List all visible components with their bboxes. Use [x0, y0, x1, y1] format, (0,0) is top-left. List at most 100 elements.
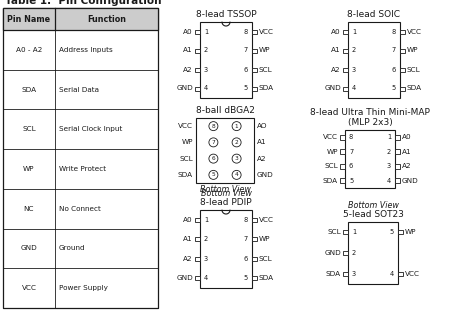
- Text: 2: 2: [352, 250, 356, 256]
- Text: GND: GND: [402, 178, 419, 184]
- Text: 5: 5: [390, 229, 394, 235]
- Text: 2: 2: [387, 149, 391, 155]
- Text: Ground: Ground: [59, 245, 86, 252]
- Bar: [343, 67, 348, 72]
- Text: 8: 8: [244, 217, 248, 223]
- Text: 3: 3: [387, 163, 391, 169]
- Text: A1: A1: [257, 139, 266, 145]
- Text: 3: 3: [352, 271, 356, 277]
- Text: 4: 4: [352, 86, 356, 92]
- Bar: [252, 67, 257, 72]
- Text: SDA: SDA: [178, 172, 193, 178]
- Text: Address Inputs: Address Inputs: [59, 47, 113, 53]
- Circle shape: [232, 170, 241, 179]
- Text: A2: A2: [331, 66, 341, 73]
- Text: 8: 8: [244, 29, 248, 34]
- Text: 8: 8: [211, 124, 215, 128]
- Text: A1: A1: [183, 47, 193, 53]
- Text: 8-lead Ultra Thin Mini-MAP
(MLP 2x3): 8-lead Ultra Thin Mini-MAP (MLP 2x3): [310, 107, 430, 127]
- Text: 8-lead TSSOP: 8-lead TSSOP: [196, 10, 256, 19]
- Text: SCL: SCL: [324, 163, 338, 169]
- Text: Function: Function: [87, 15, 126, 24]
- Bar: [252, 237, 257, 241]
- Text: VCC: VCC: [21, 285, 36, 291]
- Text: GND: GND: [176, 275, 193, 281]
- Bar: [343, 49, 348, 52]
- Bar: [395, 135, 400, 140]
- Text: 8: 8: [392, 29, 396, 34]
- Text: No Connect: No Connect: [59, 206, 101, 212]
- Text: WP: WP: [405, 229, 417, 235]
- Bar: [252, 276, 257, 280]
- Text: VCC: VCC: [178, 123, 193, 129]
- Text: 2: 2: [352, 47, 356, 53]
- Text: SDA: SDA: [323, 178, 338, 184]
- Bar: [195, 257, 200, 261]
- Text: 4: 4: [387, 178, 391, 184]
- Text: SDA: SDA: [407, 86, 422, 92]
- Text: AO: AO: [257, 123, 267, 129]
- Bar: [400, 30, 405, 33]
- Text: A1: A1: [402, 149, 411, 155]
- Text: 1: 1: [352, 229, 356, 235]
- Text: A1: A1: [183, 236, 193, 242]
- Text: GND: GND: [21, 245, 37, 252]
- Text: 7: 7: [244, 236, 248, 242]
- Text: 7: 7: [349, 149, 353, 155]
- Bar: [195, 86, 200, 91]
- Bar: [252, 49, 257, 52]
- Text: 4: 4: [204, 275, 208, 281]
- Bar: [252, 86, 257, 91]
- Bar: [3, 8, 158, 30]
- Text: 2: 2: [235, 140, 238, 145]
- Bar: [343, 251, 348, 255]
- Circle shape: [209, 138, 218, 147]
- Text: WP: WP: [23, 166, 35, 172]
- Text: 1: 1: [387, 134, 391, 140]
- Bar: [343, 30, 348, 33]
- Text: VCC: VCC: [259, 217, 274, 223]
- Circle shape: [209, 121, 218, 131]
- Text: A2: A2: [257, 156, 266, 162]
- Text: VCC: VCC: [323, 134, 338, 140]
- Text: NC: NC: [24, 206, 34, 212]
- Text: GND: GND: [176, 86, 193, 92]
- Text: 5: 5: [211, 172, 215, 177]
- Text: 1: 1: [235, 124, 238, 128]
- Bar: [343, 272, 348, 276]
- Text: 5: 5: [244, 86, 248, 92]
- Text: A1: A1: [331, 47, 341, 53]
- Bar: [345, 130, 395, 188]
- Text: A2: A2: [183, 256, 193, 262]
- Bar: [395, 164, 400, 169]
- Bar: [340, 178, 345, 183]
- Text: 4: 4: [204, 86, 208, 92]
- Bar: [195, 218, 200, 222]
- Text: Serial Clock Input: Serial Clock Input: [59, 126, 122, 132]
- Text: SCL: SCL: [328, 229, 341, 235]
- Text: 7: 7: [392, 47, 396, 53]
- Text: SCL: SCL: [179, 156, 193, 162]
- Text: A0: A0: [402, 134, 411, 140]
- Text: 5-lead SOT23: 5-lead SOT23: [343, 210, 403, 219]
- Text: SDA: SDA: [326, 271, 341, 277]
- Text: 1: 1: [204, 29, 208, 34]
- Text: WP: WP: [259, 236, 271, 242]
- Bar: [195, 49, 200, 52]
- Text: GND: GND: [324, 250, 341, 256]
- Text: WP: WP: [259, 47, 271, 53]
- Bar: [200, 210, 252, 288]
- Text: SDA: SDA: [259, 86, 274, 92]
- Text: GND: GND: [257, 172, 274, 178]
- Bar: [340, 149, 345, 154]
- Text: 5: 5: [244, 275, 248, 281]
- Text: 5: 5: [349, 178, 353, 184]
- Text: 8-ball dBGA2: 8-ball dBGA2: [196, 106, 255, 115]
- Text: 4: 4: [390, 271, 394, 277]
- Text: Serial Data: Serial Data: [59, 86, 99, 93]
- Bar: [398, 272, 403, 276]
- Bar: [340, 164, 345, 169]
- Text: 3: 3: [204, 256, 208, 262]
- Text: 6: 6: [244, 66, 248, 73]
- Text: 3: 3: [235, 156, 238, 161]
